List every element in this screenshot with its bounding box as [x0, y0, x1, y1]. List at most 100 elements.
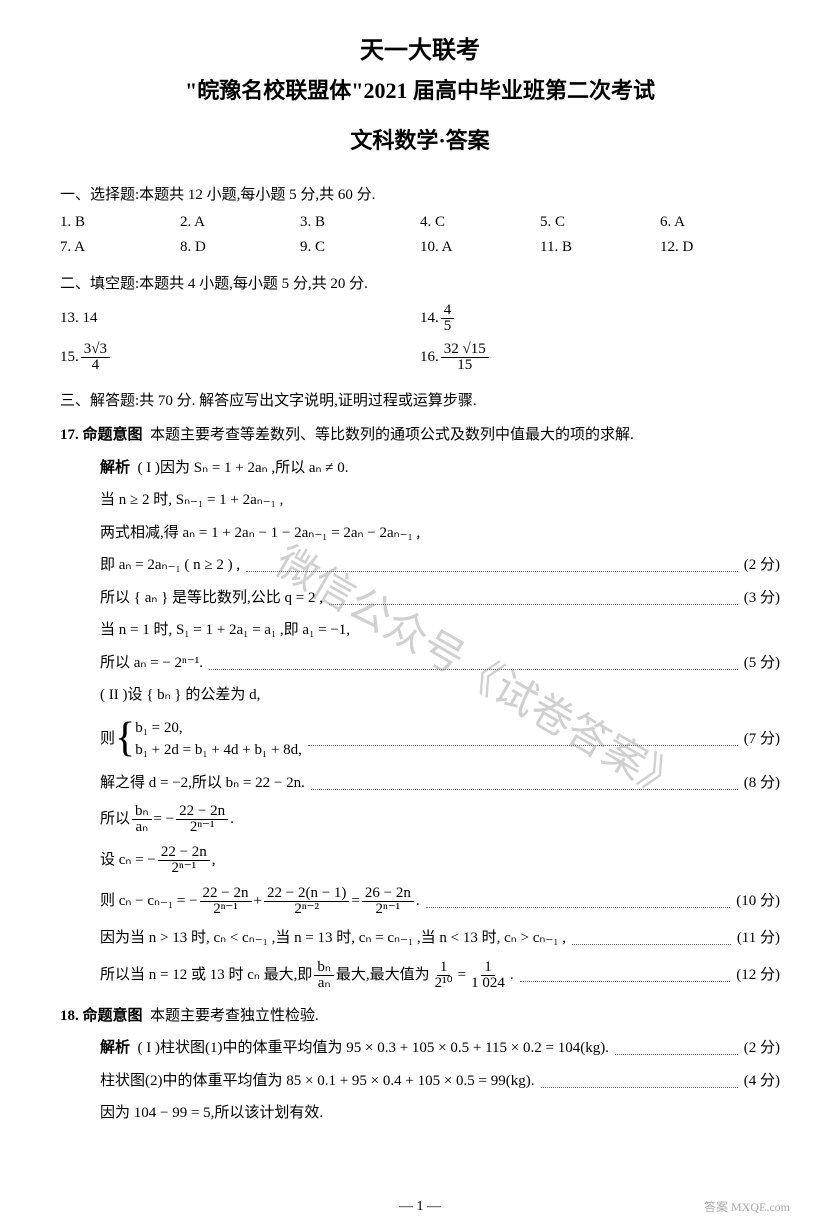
q17-l11-eq: = − [154, 808, 175, 831]
leader-dots [426, 895, 731, 909]
q17-line6: 当 n = 1 时, S₁ = 1 + 2a₁ = a₁ ,即 a₁ = −1, [100, 619, 350, 642]
q17-l14-score: (11 分) [737, 927, 780, 950]
num: 26 − 2n [362, 886, 414, 902]
num: 22 − 2n [158, 845, 210, 861]
den: 2ⁿ⁻¹ [187, 820, 218, 835]
q17-l13-frac2: 22 − 2(n − 1) 2ⁿ⁻² [264, 886, 349, 917]
q17-l13-plus: + [254, 890, 262, 913]
page-number: — 1 — [399, 1199, 441, 1215]
q17-l15-fracL: bₙ aₙ [314, 960, 333, 991]
q17-l13-tail: . [416, 890, 420, 913]
q17-line2: 当 n ≥ 2 时, Sₙ₋₁ = 1 + 2aₙ₋₁ , [100, 489, 283, 512]
a15-den: 4 [89, 358, 103, 373]
mc-answer: 2. A [180, 214, 300, 231]
a15-num: 3√3 [81, 342, 110, 358]
den: aₙ [132, 820, 151, 835]
q17-l13-frac3: 26 − 2n 2ⁿ⁻¹ [362, 886, 414, 917]
num: bₙ [314, 960, 333, 976]
a14-den: 5 [441, 319, 455, 334]
q17-l11-tail: . [230, 808, 234, 831]
title-line-2: "皖豫名校联盟体"2021 届高中毕业班第二次考试 [60, 73, 780, 105]
leader-dots [615, 1042, 738, 1056]
brace-icon: { [115, 722, 135, 756]
footer-watermark: 答案 MXQE.com [704, 1198, 790, 1215]
q17-line9-lead: 则 [100, 728, 115, 751]
q17-line5-score: (3 分) [744, 587, 780, 610]
den: aₙ [315, 976, 334, 991]
q18-l2-score: (4 分) [744, 1070, 780, 1093]
num: 22 − 2n [200, 886, 252, 902]
mc-answer: 5. C [540, 214, 660, 231]
q17-l15-fracM: 1 2¹⁰ [432, 960, 456, 991]
num: bₙ [132, 804, 151, 820]
answer-16: 16. 32 √15 15 [420, 342, 780, 373]
q17-line11-lead: 所以 [100, 808, 130, 831]
num: 22 − 2(n − 1) [264, 886, 349, 902]
a16-num: 32 √15 [441, 342, 489, 358]
question-18: 18. 命题意图 本题主要考查独立性检验. 解析 ( I )柱状图(1)中的体重… [60, 1005, 780, 1125]
num: 1 [481, 960, 495, 976]
answer-13: 13. 14 [60, 310, 420, 327]
a14-num: 4 [441, 303, 455, 319]
a14-fraction: 4 5 [441, 303, 455, 334]
q17-l15-fracR: 1 1 024 [468, 960, 508, 991]
q18-line1: ( I )柱状图(1)中的体重平均值为 95 × 0.3 + 105 × 0.5… [138, 1037, 609, 1060]
q17-line1: ( I )因为 Sₙ = 1 + 2aₙ ,所以 aₙ ≠ 0. [138, 457, 349, 480]
mc-answer: 12. D [660, 239, 780, 256]
q17-l11-fracL: bₙ aₙ [132, 804, 151, 835]
answer-14: 14. 4 5 [420, 303, 780, 334]
leader-dots [329, 591, 738, 605]
leader-dots [246, 559, 738, 573]
section1-heading: 一、选择题:本题共 12 小题,每小题 5 分,共 60 分. [60, 183, 780, 204]
a16-den: 15 [454, 358, 475, 373]
q17-line7-score: (5 分) [744, 652, 780, 675]
q17-line9-score: (7 分) [744, 728, 780, 751]
q17-l13-lead: 则 cₙ − cₙ₋₁ = − [100, 890, 198, 913]
q17-l13-score: (10 分) [736, 890, 780, 913]
q17-line9b: b₁ + 2d = b₁ + 4d + b₁ + 8d, [135, 739, 302, 762]
mc-answer: 6. A [660, 214, 780, 231]
q17-l15-mid: 最大,最大值为 [336, 964, 430, 987]
den: 2ⁿ⁻¹ [168, 861, 199, 876]
q17-line8: ( II )设 { bₙ } 的公差为 d, [100, 684, 260, 707]
den: 2ⁿ⁻² [291, 902, 322, 917]
a14-label: 14. [420, 310, 439, 327]
a15-label: 15. [60, 349, 79, 366]
leader-dots [572, 932, 731, 946]
q17-l12-frac: 22 − 2n 2ⁿ⁻¹ [158, 845, 210, 876]
question-17: 17. 命题意图 本题主要考查等差数列、等比数列的通项公式及数列中值最大的项的求… [60, 424, 780, 991]
q17-line4: 即 aₙ = 2aₙ₋₁ ( n ≥ 2 ) , [100, 554, 240, 577]
den: 2¹⁰ [432, 976, 456, 991]
q17-l13-frac1: 22 − 2n 2ⁿ⁻¹ [200, 886, 252, 917]
mc-row-1: 1. B 2. A 3. B 4. C 5. C 6. A [60, 214, 780, 231]
mc-answer: 10. A [420, 239, 540, 256]
title-line-3: 文科数学·答案 [60, 123, 780, 155]
num: 1 [437, 960, 451, 976]
q17-line14: 因为当 n > 13 时, cₙ < cₙ₋₁ ,当 n = 13 时, cₙ … [100, 927, 566, 950]
q17-l15-tail: . [510, 964, 514, 987]
q17-stem-label: 17. 命题意图 [60, 424, 143, 447]
mc-answer: 4. C [420, 214, 540, 231]
leader-dots [520, 968, 731, 982]
a15-fraction: 3√3 4 [81, 342, 110, 373]
leader-dots [541, 1074, 738, 1088]
mc-answer: 9. C [300, 239, 420, 256]
section2-heading: 二、填空题:本题共 4 小题,每小题 5 分,共 20 分. [60, 272, 780, 293]
q17-line10-score: (8 分) [744, 772, 780, 795]
mc-answer: 11. B [540, 239, 660, 256]
q17-l15-score: (12 分) [736, 964, 780, 987]
q17-parse-label: 解析 [100, 457, 130, 480]
q17-line10: 解之得 d = −2,所以 bₙ = 22 − 2n. [100, 772, 305, 795]
mc-row-2: 7. A 8. D 9. C 10. A 11. B 12. D [60, 239, 780, 256]
leader-dots [209, 656, 738, 670]
den: 1 024 [468, 976, 508, 991]
mc-answer: 1. B [60, 214, 180, 231]
q17-stem-text: 本题主要考查等差数列、等比数列的通项公式及数列中值最大的项的求解. [150, 424, 634, 447]
a16-label: 16. [420, 349, 439, 366]
q17-l15-eq: = [458, 964, 466, 987]
q18-parse-label: 解析 [100, 1037, 130, 1060]
section3-heading: 三、解答题:共 70 分. 解答应写出文字说明,证明过程或运算步骤. [60, 389, 780, 410]
leader-dots [308, 732, 738, 746]
q18-line2: 柱状图(2)中的体重平均值为 85 × 0.1 + 95 × 0.4 + 105… [100, 1070, 535, 1093]
answer-15: 15. 3√3 4 [60, 342, 420, 373]
